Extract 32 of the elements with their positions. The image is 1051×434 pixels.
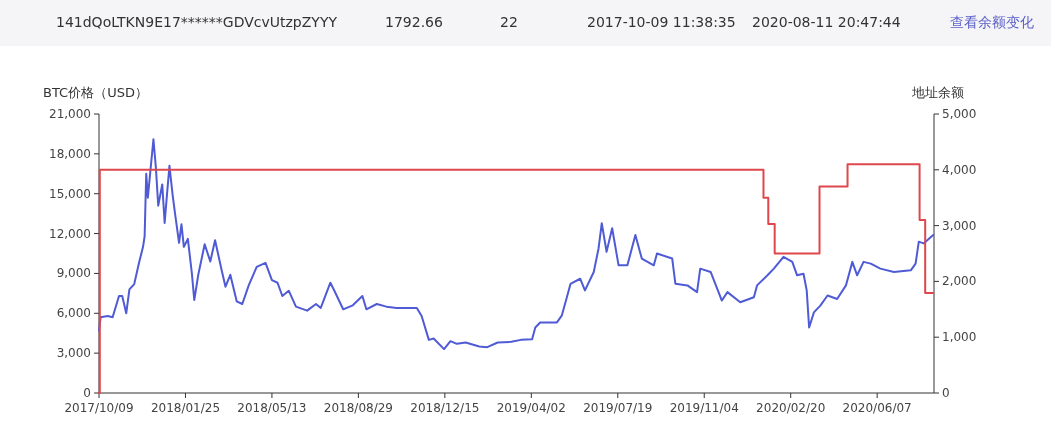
annotation: 查看余额变化 <box>950 14 1034 30</box>
y2-tick-label: 1,000 <box>942 330 977 345</box>
x-tick-label: 2020/06/07 <box>842 401 912 415</box>
y-tick-label: 9,000 <box>56 266 91 281</box>
y2-tick-label: 0 <box>942 386 950 400</box>
annotation: 1792.66 <box>385 14 443 30</box>
annotation: 2020-08-11 20:47:44 <box>752 14 901 30</box>
x-tick-label: 2020/02/20 <box>756 401 826 415</box>
x-tick-label: 2018/01/25 <box>150 401 221 415</box>
y-tick-label: 0 <box>83 386 91 400</box>
y-tick-label: 18,000 <box>49 146 91 161</box>
x-tick-label: 2018/05/13 <box>237 401 307 415</box>
annotation: 141dQoLTKN9E17******GDVcvUtzpZYYY <box>56 14 337 30</box>
y2-axis-title: 地址余额 <box>911 85 964 100</box>
y-tick-label: 21,000 <box>49 107 91 121</box>
y-tick-label: 6,000 <box>56 306 91 321</box>
x-tick-label: 2019/07/19 <box>583 401 653 415</box>
y-tick-label: 3,000 <box>56 346 91 361</box>
x-tick-label: 2019/11/04 <box>669 401 739 415</box>
y2-tick-label: 4,000 <box>942 162 977 177</box>
x-tick-label: 2017/10/09 <box>64 401 134 415</box>
y-tick-label: 12,000 <box>49 226 91 241</box>
y2-tick-label: 5,000 <box>942 107 977 121</box>
y2-tick-label: 3,000 <box>942 218 977 233</box>
annotation: 2017-10-09 11:38:35 <box>587 14 736 30</box>
y-axis-title: BTC价格（USD） <box>43 85 148 100</box>
y2-tick-label: 2,000 <box>942 274 977 289</box>
y-tick-label: 15,000 <box>49 186 91 201</box>
x-tick-label: 2019/04/02 <box>496 401 566 415</box>
x-tick-label: 2018/12/15 <box>410 401 480 415</box>
x-tick-label: 2018/08/29 <box>323 401 393 415</box>
annotation: 22 <box>500 14 518 30</box>
